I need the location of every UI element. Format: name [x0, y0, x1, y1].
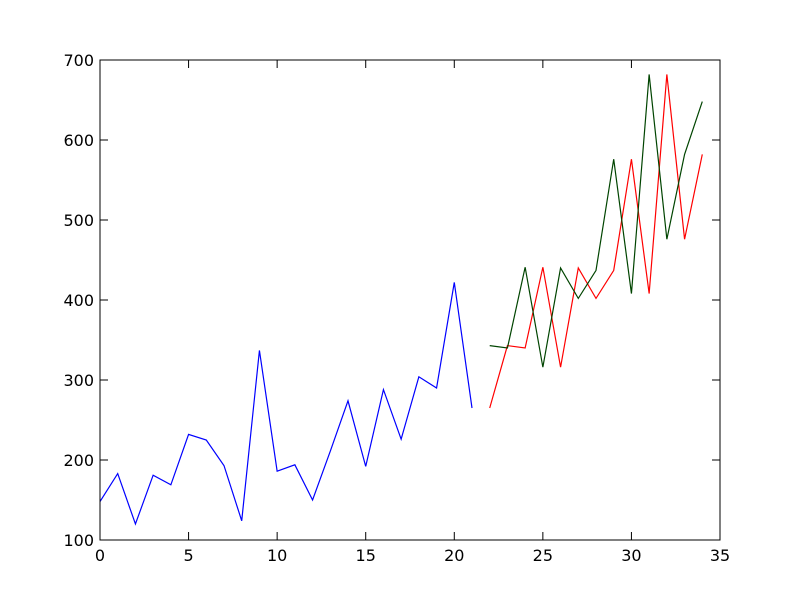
plot-background	[100, 60, 720, 540]
x-tick-label: 5	[183, 546, 193, 565]
series-layer	[99, 74, 703, 526]
x-tick-label: 30	[621, 546, 641, 565]
x-tick-label: 25	[533, 546, 553, 565]
tick-layer: 0 5 10 15 20 25 30 35 100 200 300 400 500 600 700	[63, 51, 730, 565]
y-tick-label: 400	[63, 291, 94, 310]
y-tick-label: 300	[63, 371, 94, 390]
series-line-2	[489, 74, 703, 409]
x-tick-label: 0	[95, 546, 105, 565]
y-tick-label: 500	[63, 211, 94, 230]
x-tick-label: 20	[444, 546, 464, 565]
y-tick-label: 200	[63, 451, 94, 470]
x-tick-label: 10	[267, 546, 287, 565]
series-line-3	[489, 74, 703, 368]
axes-frame	[99, 59, 721, 541]
series-line-1	[99, 282, 473, 526]
y-tick-label: 100	[63, 531, 94, 550]
y-tick-label: 600	[63, 131, 94, 150]
x-tick-label: 15	[356, 546, 376, 565]
y-tick-label: 700	[63, 51, 94, 70]
x-tick-label: 35	[710, 546, 730, 565]
